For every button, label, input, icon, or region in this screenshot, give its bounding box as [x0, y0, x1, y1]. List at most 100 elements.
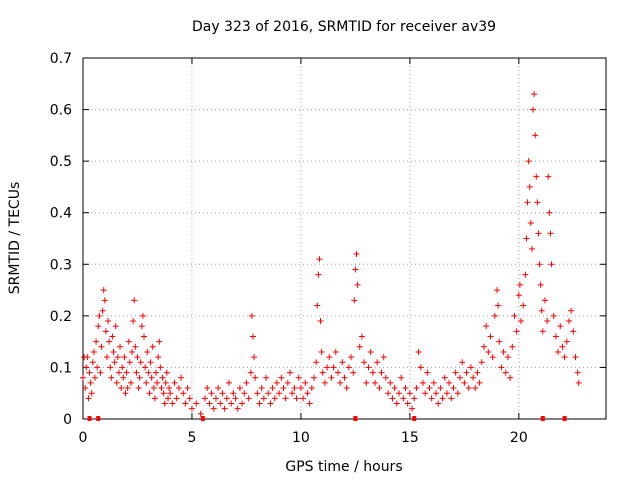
data-point — [164, 395, 171, 402]
data-point — [109, 333, 116, 340]
data-point — [108, 374, 115, 381]
data-point — [119, 364, 126, 371]
data-point — [247, 369, 254, 376]
data-point — [500, 348, 507, 355]
data-point — [413, 385, 420, 392]
data-point — [452, 369, 459, 376]
data-point — [123, 369, 130, 376]
data-point — [369, 369, 376, 376]
data-point — [380, 354, 387, 361]
data-point — [193, 400, 200, 407]
data-point — [143, 379, 150, 386]
data-point — [441, 374, 448, 381]
data-point — [221, 405, 228, 412]
data-point — [127, 379, 134, 386]
data-point — [489, 354, 496, 361]
data-point — [219, 390, 226, 397]
data-point — [125, 338, 132, 345]
data-point — [118, 385, 125, 392]
data-point — [518, 318, 525, 325]
data-point — [328, 374, 335, 381]
data-point — [424, 369, 431, 376]
data-point — [304, 390, 311, 397]
data-point — [103, 354, 110, 361]
data-point — [532, 132, 539, 139]
data-point — [419, 379, 426, 386]
data-point — [212, 395, 219, 402]
data-point — [402, 385, 409, 392]
data-point — [565, 318, 572, 325]
data-point — [459, 359, 466, 366]
data-point — [433, 390, 440, 397]
data-point — [548, 261, 555, 268]
data-point — [559, 343, 566, 350]
data-point — [422, 390, 429, 397]
baseline-marker — [353, 416, 358, 421]
data-point — [228, 400, 235, 407]
data-point — [107, 364, 114, 371]
data-point — [476, 379, 483, 386]
data-point — [133, 369, 140, 376]
plot-frame — [82, 57, 607, 420]
data-point — [563, 338, 570, 345]
data-point — [302, 379, 309, 386]
baseline-marker — [200, 416, 205, 421]
data-point — [144, 348, 151, 355]
data-point — [293, 395, 300, 402]
data-point — [295, 374, 302, 381]
data-point — [498, 364, 505, 371]
data-point — [113, 379, 120, 386]
data-point — [96, 312, 103, 319]
data-point — [180, 390, 187, 397]
data-point — [102, 328, 109, 335]
data-point — [162, 379, 169, 386]
data-point — [568, 307, 575, 314]
data-point — [572, 354, 579, 361]
data-point — [197, 410, 204, 417]
data-point — [547, 230, 554, 237]
data-point — [265, 390, 272, 397]
data-point — [523, 235, 530, 242]
data-point — [353, 250, 360, 257]
baseline-marker — [96, 416, 101, 421]
data-point — [169, 400, 176, 407]
data-point — [87, 379, 94, 386]
y-tick-label: 0.6 — [50, 103, 72, 119]
data-point — [239, 400, 246, 407]
data-point — [94, 364, 101, 371]
data-point — [97, 369, 104, 376]
data-point — [361, 359, 368, 366]
data-point — [215, 385, 222, 392]
data-point — [263, 374, 270, 381]
data-point — [287, 369, 294, 376]
y-tick-label: 0.1 — [50, 360, 72, 376]
data-point — [173, 395, 180, 402]
data-point — [110, 348, 117, 355]
data-point — [306, 400, 313, 407]
baseline-marker — [562, 416, 567, 421]
data-point — [208, 390, 215, 397]
data-point — [230, 390, 237, 397]
data-point — [456, 374, 463, 381]
data-point — [134, 354, 141, 361]
data-point — [511, 312, 518, 319]
data-point — [88, 390, 95, 397]
data-point — [310, 374, 317, 381]
data-point — [112, 323, 119, 330]
data-point — [343, 385, 350, 392]
data-point — [404, 400, 411, 407]
data-point — [243, 379, 250, 386]
data-point — [474, 369, 481, 376]
data-point — [120, 374, 127, 381]
data-point — [321, 379, 328, 386]
data-point — [345, 364, 352, 371]
data-point — [478, 359, 485, 366]
data-point — [248, 312, 255, 319]
data-point — [570, 328, 577, 335]
x-tick-label: 15 — [401, 430, 419, 446]
data-point — [561, 354, 568, 361]
data-point — [509, 343, 516, 350]
data-point — [526, 183, 533, 190]
data-point — [472, 385, 479, 392]
data-point — [251, 354, 258, 361]
